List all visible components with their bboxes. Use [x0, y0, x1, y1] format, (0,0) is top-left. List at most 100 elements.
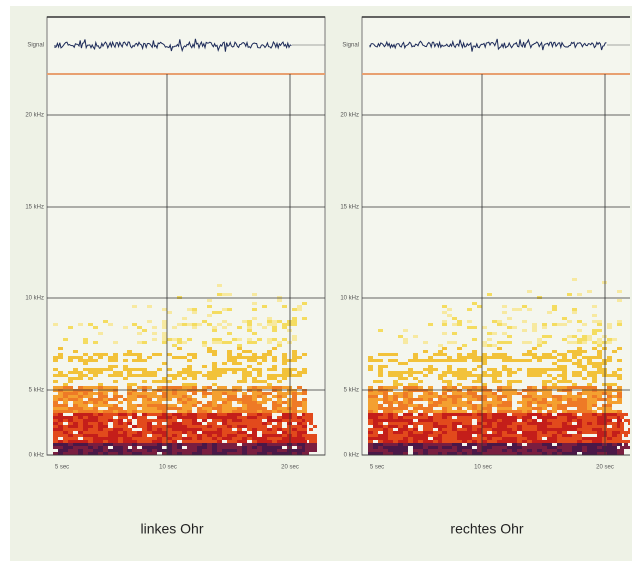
- spectrogram-cell: [612, 428, 617, 431]
- spectrogram-cell: [277, 422, 282, 425]
- spectrogram-cell: [237, 386, 242, 389]
- spectrogram-cell: [267, 428, 272, 431]
- spectrogram-cell: [602, 449, 607, 452]
- spectrogram-cell: [617, 347, 622, 350]
- spectrogram-cell: [587, 374, 592, 377]
- spectrogram-cell: [232, 443, 237, 446]
- spectrogram-cell: [487, 419, 492, 422]
- spectrogram-cell: [557, 431, 562, 434]
- spectrogram-cell: [287, 329, 292, 332]
- spectrogram-cell: [123, 428, 128, 431]
- spectrogram-cell: [242, 446, 247, 449]
- spectrogram-cell: [537, 449, 542, 452]
- spectrogram-cell: [542, 371, 547, 374]
- spectrogram-cell: [502, 452, 507, 455]
- spectrogram-cell: [167, 380, 172, 383]
- spectrogram-cell: [607, 419, 612, 422]
- spectrogram-cell: [467, 428, 472, 431]
- spectrogram-cell: [572, 353, 577, 356]
- spectrogram-cell: [447, 308, 452, 311]
- spectrogram-cell: [472, 425, 477, 428]
- spectrogram-cell: [68, 410, 73, 413]
- spectrogram-cell: [267, 353, 272, 356]
- spectrogram-cell: [242, 395, 247, 398]
- spectrogram-cell: [277, 401, 282, 404]
- spectrogram-cell: [617, 434, 622, 437]
- spectrogram-cell: [73, 398, 78, 401]
- spectrogram-cell: [497, 404, 502, 407]
- spectrogram-cell: [572, 401, 577, 404]
- spectrogram-cell: [438, 428, 443, 431]
- spectrogram-cell: [413, 407, 418, 410]
- spectrogram-cell: [252, 389, 257, 392]
- spectrogram-cell: [98, 368, 103, 371]
- spectrogram-cell: [297, 428, 302, 431]
- spectrogram-cell: [477, 359, 482, 362]
- spectrogram-cell: [592, 425, 597, 428]
- spectrogram-cell: [132, 404, 137, 407]
- spectrogram-cell: [438, 344, 443, 347]
- spectrogram-cell: [467, 401, 472, 404]
- spectrogram-cell: [507, 452, 512, 455]
- spectrogram-cell: [222, 308, 227, 311]
- spectrogram-cell: [118, 407, 123, 410]
- spectrogram-cell: [467, 386, 472, 389]
- spectrogram-cell: [93, 422, 98, 425]
- spectrogram-cell: [452, 317, 457, 320]
- spectrogram-cell: [438, 431, 443, 434]
- spectrogram-cell: [507, 446, 512, 449]
- spectrogram-cell: [612, 440, 617, 443]
- spectrogram-cell: [487, 401, 492, 404]
- spectrogram-cell: [162, 380, 167, 383]
- spectrogram-cell: [257, 437, 262, 440]
- spectrogram-cell: [98, 449, 103, 452]
- spectrogram-cell: [93, 353, 98, 356]
- spectrogram-cell: [602, 410, 607, 413]
- spectrogram-cell: [282, 437, 287, 440]
- spectrogram-cell: [537, 389, 542, 392]
- spectrogram-cell: [272, 326, 277, 329]
- spectrogram-cell: [472, 443, 477, 446]
- spectrogram-cell: [247, 434, 252, 437]
- spectrogram-cell: [162, 449, 167, 452]
- spectrogram-cell: [277, 386, 282, 389]
- spectrogram-cell: [88, 401, 93, 404]
- spectrogram-cell: [192, 326, 197, 329]
- spectrogram-cell: [408, 371, 413, 374]
- spectrogram-cell: [212, 377, 217, 380]
- spectrogram-cell: [512, 371, 517, 374]
- spectrogram-cell: [123, 359, 128, 362]
- spectrogram-cell: [53, 431, 58, 434]
- spectrogram-cell: [527, 368, 532, 371]
- spectrogram-cell: [292, 425, 297, 428]
- spectrogram-cell: [547, 443, 552, 446]
- spectrogram-cell: [482, 341, 487, 344]
- spectrogram-cell: [477, 413, 482, 416]
- spectrogram-cell: [442, 428, 447, 431]
- spectrogram-cell: [452, 410, 457, 413]
- spectrogram-cell: [502, 365, 507, 368]
- spectrogram-cell: [272, 329, 277, 332]
- spectrogram-cell: [127, 449, 132, 452]
- spectrogram-cell: [368, 368, 373, 371]
- spectrogram-cell: [433, 413, 438, 416]
- spectrogram-cell: [267, 392, 272, 395]
- spectrogram-cell: [433, 353, 438, 356]
- spectrogram-cell: [577, 320, 582, 323]
- spectrogram-cell: [292, 407, 297, 410]
- spectrogram-cell: [202, 434, 207, 437]
- spectrogram-cell: [587, 371, 592, 374]
- spectrogram-cell: [507, 326, 512, 329]
- spectrogram-cell: [247, 425, 252, 428]
- spectrogram-cell: [383, 419, 388, 422]
- spectrogram-cell: [108, 398, 113, 401]
- spectrogram-cell: [58, 428, 63, 431]
- spectrogram-cell: [222, 413, 227, 416]
- spectrogram-cell: [182, 401, 187, 404]
- spectrogram-cell: [447, 449, 452, 452]
- spectrogram-cell: [408, 392, 413, 395]
- spectrogram-cell: [103, 452, 108, 455]
- spectrogram-cell: [292, 398, 297, 401]
- spectrogram-cell: [212, 419, 217, 422]
